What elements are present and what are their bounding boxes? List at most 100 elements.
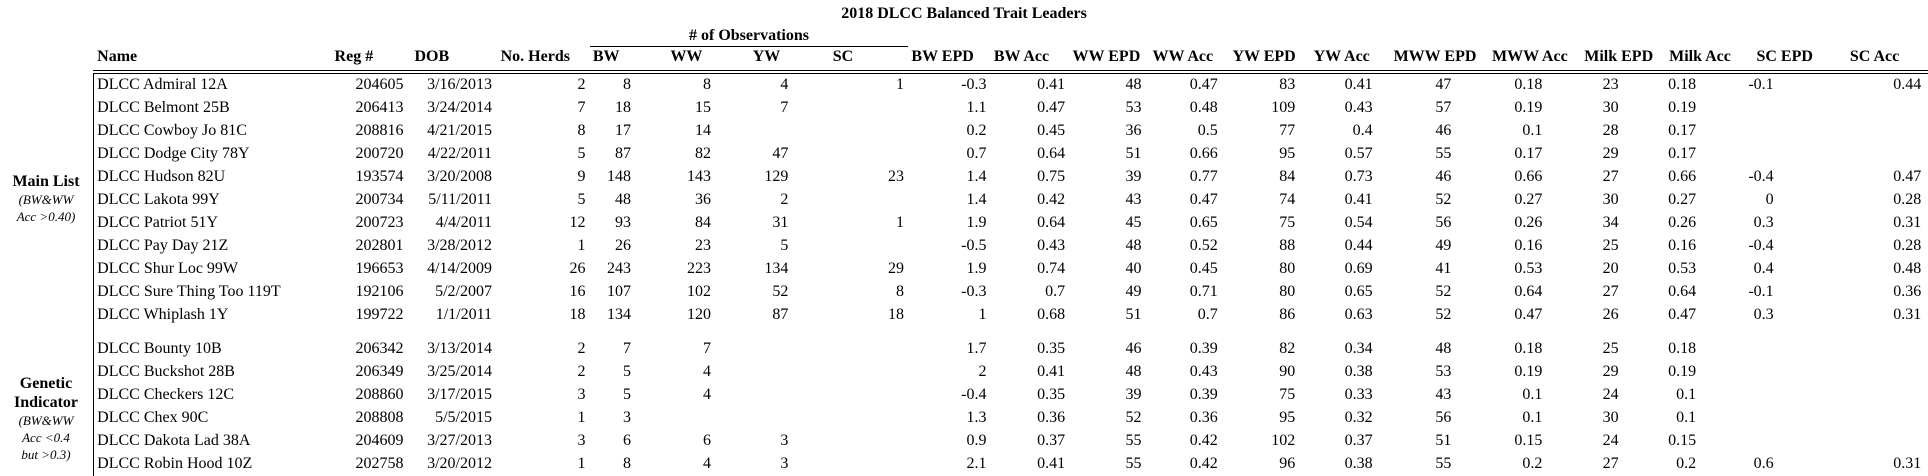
column-header: Reg #: [334, 47, 374, 65]
column-header: Milk EPD: [1584, 47, 1654, 65]
cell: 202801: [355, 237, 404, 255]
cell: 109: [1271, 99, 1296, 117]
cell: 0.41: [1037, 363, 1066, 381]
column-header: DOB: [414, 47, 450, 65]
cell: 0.4: [1753, 260, 1774, 278]
cell: 0.47: [1189, 76, 1218, 94]
cell: 206342: [355, 340, 404, 358]
cell: 3: [577, 386, 586, 404]
cell: 0.66: [1189, 145, 1218, 163]
cell: 7: [622, 340, 631, 358]
cell: 55: [1125, 432, 1142, 450]
cell: 24: [1602, 386, 1619, 404]
cell: 0.18: [1668, 340, 1697, 358]
cell: 208816: [355, 122, 404, 140]
cell: 9: [577, 168, 586, 186]
cell: 2: [577, 76, 586, 94]
cell: 48: [1125, 76, 1142, 94]
cell: 31: [772, 214, 789, 232]
cell: 1.7: [966, 340, 987, 358]
column-header: No. Herds: [500, 47, 570, 65]
cell: 43: [1435, 386, 1452, 404]
cell: 40: [1125, 260, 1142, 278]
cell: 3: [780, 432, 789, 450]
cell: 36: [694, 191, 711, 209]
cell: 17: [614, 122, 631, 140]
cell: 0.71: [1189, 283, 1218, 301]
cell: 48: [1125, 237, 1142, 255]
cell: 0.36: [1893, 283, 1922, 301]
column-header: Milk Acc: [1669, 47, 1731, 65]
cell: 3/24/2014: [427, 99, 492, 117]
cell: 2: [577, 363, 586, 381]
cell: 0.31: [1893, 214, 1922, 232]
cell: 0.28: [1893, 191, 1922, 209]
column-header: WW EPD: [1072, 47, 1141, 65]
cell: 0.69: [1344, 260, 1373, 278]
cell: 0.31: [1893, 306, 1922, 324]
cell: 26: [569, 260, 586, 278]
cell: 56: [1435, 214, 1452, 232]
cell: 1: [577, 409, 586, 427]
cell: 0.15: [1514, 432, 1543, 450]
column-header: BW: [592, 47, 620, 65]
cell: 0.48: [1189, 99, 1218, 117]
cell: 25: [1602, 340, 1619, 358]
cell: 0.66: [1668, 168, 1697, 186]
cell: 1.9: [966, 260, 987, 278]
cell: 148: [606, 168, 631, 186]
cell: 26: [1602, 306, 1619, 324]
cell-name: DLCC Bounty 10B: [97, 340, 222, 358]
cell: 26: [614, 237, 631, 255]
cell: 0.64: [1037, 214, 1066, 232]
cell: 0.52: [1189, 237, 1218, 255]
cell: 0.15: [1668, 432, 1697, 450]
cell: 18: [569, 306, 586, 324]
cell: 16: [569, 283, 586, 301]
cell: 1: [896, 76, 905, 94]
cell-name: DLCC Sure Thing Too 119T: [97, 283, 281, 301]
cell: 39: [1125, 386, 1142, 404]
cell: 129: [764, 168, 789, 186]
cell: 77: [1279, 122, 1296, 140]
cell: 202758: [355, 455, 404, 473]
cell: 30: [1602, 409, 1619, 427]
cell: 0.36: [1189, 409, 1218, 427]
cell-name: DLCC Hudson 82U: [97, 168, 226, 186]
cell: 0.1: [1522, 409, 1543, 427]
cell: 84: [1279, 168, 1296, 186]
cell: 1: [978, 306, 987, 324]
cell: 102: [1271, 432, 1296, 450]
cell: 0.7: [1045, 283, 1066, 301]
cell: 3: [622, 409, 631, 427]
cell: 4/4/2011: [435, 214, 492, 232]
cell: 0.2: [1676, 455, 1697, 473]
cell: 0.3: [1753, 214, 1774, 232]
cell: 47: [1435, 76, 1452, 94]
cell: 55: [1435, 455, 1452, 473]
cell: 0.33: [1344, 386, 1373, 404]
cell: 0.27: [1668, 191, 1697, 209]
cell: 51: [1125, 306, 1142, 324]
cell: 0.42: [1189, 432, 1218, 450]
header-rule: [93, 73, 1928, 74]
cell: 18: [614, 99, 631, 117]
cell: 29: [888, 260, 905, 278]
cell: 46: [1125, 340, 1142, 358]
column-header: WW: [670, 47, 703, 65]
cell: 3/27/2013: [427, 432, 492, 450]
cell: 4/22/2011: [427, 145, 492, 163]
cell: 52: [1435, 306, 1452, 324]
cell: 57: [1435, 99, 1452, 117]
cell: 39: [1125, 168, 1142, 186]
cell: 3: [577, 432, 586, 450]
cell: 48: [614, 191, 631, 209]
column-header: Name: [97, 47, 138, 65]
cell: 199722: [355, 306, 404, 324]
cell: 30: [1602, 191, 1619, 209]
cell: 48: [1435, 340, 1452, 358]
cell: -0.1: [1748, 76, 1774, 94]
cell: 0.77: [1189, 168, 1218, 186]
cell: 43: [1125, 191, 1142, 209]
cell: 223: [686, 260, 711, 278]
